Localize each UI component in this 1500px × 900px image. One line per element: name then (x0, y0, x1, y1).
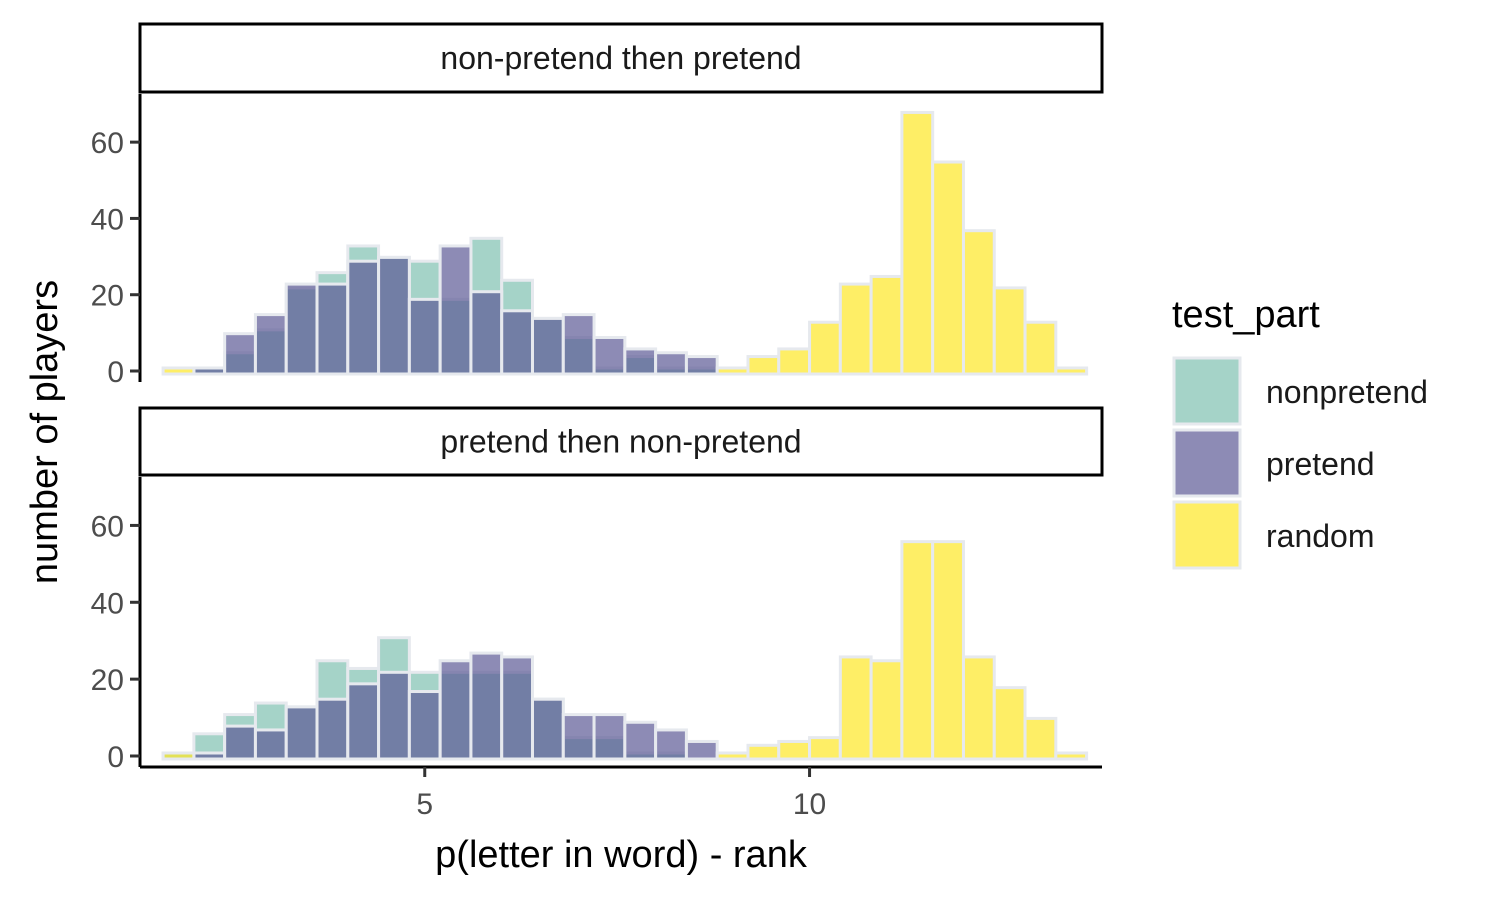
legend-key-pretend (1172, 428, 1242, 498)
facet-strip-label: pretend then non-pretend (440, 424, 801, 460)
series-pretend (192, 244, 719, 376)
bar-pretend (500, 655, 534, 761)
bar-pretend (592, 335, 627, 376)
legend-key-random (1172, 500, 1242, 570)
bar-pretend (253, 313, 288, 376)
bar-random (900, 540, 935, 761)
y-tick-label: 0 (107, 741, 124, 774)
bar-random (746, 743, 781, 761)
bar-pretend (469, 651, 504, 761)
bar-random (1023, 320, 1058, 376)
series-random (161, 540, 1089, 761)
bar-pretend (438, 659, 473, 761)
bar-random (869, 659, 904, 761)
series-pretend (192, 651, 719, 761)
bar-pretend (284, 282, 319, 376)
bar-pretend (438, 244, 473, 376)
bar-pretend (315, 697, 350, 761)
bar-pretend (623, 347, 658, 376)
bar-pretend (530, 316, 565, 376)
facet-strip-box (138, 22, 1104, 94)
bar-random (1023, 716, 1058, 761)
y-tick-label: 20 (91, 280, 124, 313)
x-axis-title: p(letter in word) - rank (435, 834, 808, 876)
x-axis: 5 10 (140, 765, 1102, 821)
legend-key-nonpretend (1172, 356, 1242, 426)
bar-random (161, 751, 196, 761)
bar-random (961, 229, 996, 376)
y-tick-label: 60 (91, 510, 124, 543)
bar-pretend (346, 682, 381, 761)
y-tick-label: 40 (91, 203, 124, 236)
bar-pretend (561, 313, 596, 376)
y-tick-label: 40 (91, 587, 124, 620)
bar-pretend (407, 297, 442, 376)
bar-pretend (530, 697, 565, 761)
bar-pretend (654, 728, 688, 761)
facet-strip-box (138, 406, 1104, 477)
bar-random (1054, 366, 1089, 376)
bar-random (777, 347, 812, 376)
bar-pretend (284, 705, 319, 761)
bar-pretend (315, 282, 350, 376)
x-tick-label: 5 (416, 788, 433, 821)
bar-random (808, 736, 842, 761)
legend-label-pretend: pretend (1266, 446, 1375, 482)
panel-1: non-pretend then pretend 0 20 40 60 (91, 22, 1104, 389)
bar-random (1054, 751, 1089, 761)
panel-2: pretend then non-pretend 0 20 40 60 (91, 406, 1104, 774)
bar-pretend (377, 255, 411, 376)
bar-pretend (407, 690, 442, 761)
bar-random (931, 160, 965, 376)
bar-random (777, 739, 812, 761)
bar-random (808, 320, 842, 376)
bar-pretend (346, 259, 381, 376)
bar-pretend (469, 290, 504, 376)
bar-pretend (623, 720, 658, 761)
legend-label-nonpretend: nonpretend (1266, 374, 1428, 410)
bar-random (869, 274, 904, 376)
bar-pretend (253, 728, 288, 761)
bar-pretend (500, 309, 534, 376)
bar-pretend (223, 724, 257, 761)
bar-pretend (592, 713, 627, 761)
y-tick-label: 20 (91, 664, 124, 697)
series-random (161, 110, 1089, 376)
y-axis-title: number of players (24, 280, 66, 584)
bar-random (838, 282, 873, 376)
bar-random (931, 540, 965, 761)
bar-pretend (192, 751, 227, 761)
bar-random (715, 751, 750, 761)
bar-random (961, 655, 996, 761)
bar-random (161, 366, 196, 376)
bar-random (746, 355, 781, 376)
bar-pretend (223, 332, 257, 376)
bar-random (900, 110, 935, 376)
bar-random (992, 286, 1027, 376)
x-tick-label: 10 (793, 788, 826, 821)
facet-strip-label: non-pretend then pretend (440, 40, 801, 76)
bar-pretend (192, 366, 227, 376)
y-tick-label: 0 (107, 356, 124, 389)
bar-random (992, 686, 1027, 761)
legend-label-random: random (1266, 518, 1375, 554)
bar-pretend (561, 713, 596, 761)
bar-pretend (684, 355, 719, 376)
legend-items: nonpretend pretend random (1172, 356, 1428, 570)
bar-random (838, 655, 873, 761)
bar-pretend (684, 739, 719, 761)
legend: test_part nonpretend pretend random (1172, 294, 1428, 570)
x-ticks: 5 10 (416, 767, 826, 821)
bar-pretend (654, 351, 688, 376)
y-tick-label: 60 (91, 127, 124, 160)
bar-random (715, 366, 750, 376)
legend-title: test_part (1172, 294, 1320, 336)
bar-pretend (377, 670, 411, 761)
